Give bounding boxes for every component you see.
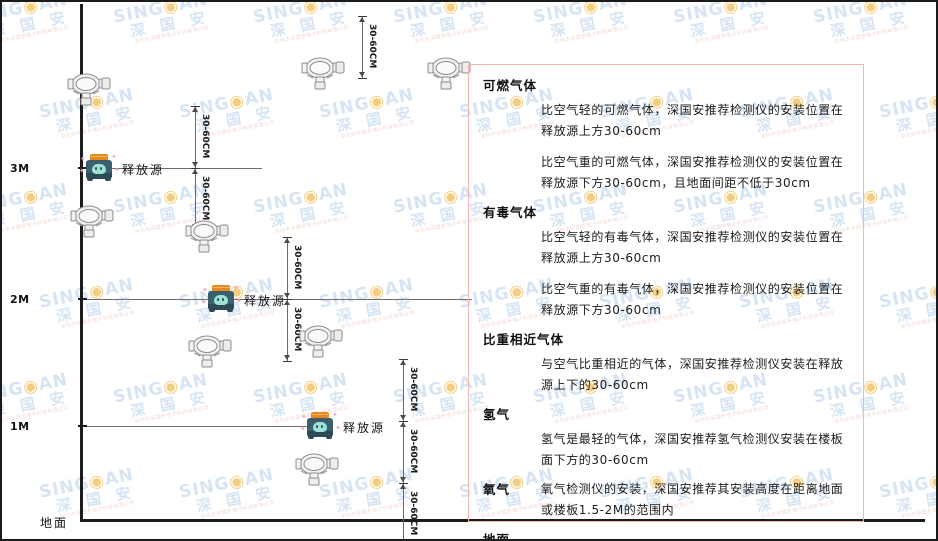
release-source-label: 释放源 bbox=[244, 294, 287, 308]
release-source-label: 释放源 bbox=[343, 421, 386, 435]
dimension-rule bbox=[403, 359, 404, 539]
gas-detector-icon bbox=[300, 54, 346, 92]
dimension-arrow bbox=[399, 484, 406, 489]
dimension-cap bbox=[399, 483, 408, 484]
dimension-arrow bbox=[283, 300, 290, 305]
guidance-panel: 可燃气体 比空气轻的可燃气体，深国安推荐检测仪的安装位置在释放源上方30-60cm… bbox=[468, 64, 864, 539]
release-source-label: 释放源 bbox=[122, 163, 165, 177]
section-heading: 地面 bbox=[483, 532, 511, 541]
dimension-label: 30-60CM bbox=[200, 114, 210, 159]
level-line-1m bbox=[80, 426, 332, 427]
dimension-label: 30-60CM bbox=[408, 429, 418, 474]
gas-detector-icon bbox=[184, 217, 230, 255]
dimension-stack: 30-60CM 30-60CM bbox=[191, 106, 210, 231]
gas-release-source-icon: ✦ ✦ ✦ ✦ bbox=[79, 154, 120, 182]
level-tick bbox=[78, 425, 87, 427]
gas-release-source-icon: ✦ ✦ ✦ ✦ bbox=[300, 412, 341, 440]
section-paragraph: 与空气比重相近的气体，深国安推荐检测仪安装在释放源上下的30-60cm bbox=[541, 357, 844, 392]
section-paragraph: 比空气轻的有毒气体，深国安推荐检测仪的安装位置在释放源上方30-60cm bbox=[541, 230, 844, 265]
guidance-section-2: 比重相近气体与空气比重相近的气体，深国安推荐检测仪安装在释放源上下的30-60c… bbox=[483, 329, 853, 396]
level-line-3m bbox=[80, 168, 262, 169]
dimension-label: 30-60CM bbox=[292, 307, 302, 352]
dimension-arrow bbox=[283, 293, 290, 298]
gas-detector-icon bbox=[69, 202, 115, 240]
dimension-arrow bbox=[358, 17, 365, 22]
guidance-section-1: 有毒气体 比空气轻的有毒气体，深国安推荐检测仪的安装位置在释放源上方30-60cm… bbox=[483, 202, 853, 321]
level-label-3m: 3M bbox=[10, 162, 30, 175]
dimension-label: 30-60CM bbox=[408, 367, 418, 412]
section-heading: 有毒气体 bbox=[483, 205, 538, 220]
guidance-section-5: 地面检测仪地面间距，深国安推荐在30-60cm，且不得小于30cm，因为过低容易… bbox=[483, 529, 853, 541]
dimension-arrow bbox=[399, 477, 406, 482]
dimension-label: 30-60CM bbox=[367, 24, 377, 69]
dimension-cap bbox=[399, 359, 408, 360]
gas-detector-icon bbox=[426, 54, 472, 92]
section-heading: 比重相近气体 bbox=[483, 332, 565, 347]
guidance-section-4: 氧气 氧气检测仪的安装，深国安推荐其安装高度在距离地面或楼板1.5-2M的范围内 bbox=[483, 479, 853, 521]
dimension-arrow bbox=[358, 72, 365, 77]
dimension-stack: 30-60CM 30-60CM 30-60CM bbox=[399, 359, 418, 539]
section-heading: 氢气 bbox=[483, 407, 511, 422]
dimension-cap bbox=[358, 16, 367, 17]
ground-axis-line bbox=[80, 519, 925, 522]
vertical-axis bbox=[80, 4, 83, 520]
gas-release-source-icon: ✦ ✦ ✦ ✦ bbox=[201, 285, 242, 313]
dimension-arrow bbox=[399, 422, 406, 427]
dimension-cap bbox=[283, 361, 292, 362]
ground-label: 地面 bbox=[40, 516, 69, 530]
section-body: 与空气比重相近的气体，深国安推荐检测仪安装在释放源上下的30-60cm bbox=[541, 354, 853, 396]
dimension-stack: 30-60CM bbox=[358, 16, 377, 79]
dimension-cap bbox=[283, 299, 292, 300]
section-body: 氢气是最轻的气体，深国安推荐氢气检测仪安装在楼板面下方的30-60cm bbox=[541, 429, 853, 471]
dimension-label: 30-60CM bbox=[200, 176, 210, 221]
section-heading: 可燃气体 bbox=[483, 78, 538, 93]
section-paragraph: 氧气检测仪的安装，深国安推荐其安装高度在距离地面或楼板1.5-2M的范围内 bbox=[541, 482, 844, 517]
gas-detector-icon bbox=[187, 332, 233, 370]
dimension-rule bbox=[362, 16, 363, 78]
gas-detector-icon bbox=[298, 322, 344, 360]
dimension-arrow bbox=[399, 360, 406, 365]
dimension-label: 30-60CM bbox=[292, 245, 302, 290]
level-tick bbox=[78, 298, 87, 300]
dimension-cap bbox=[191, 168, 200, 169]
level-tick bbox=[78, 167, 87, 169]
dimension-arrow bbox=[191, 169, 198, 174]
dimension-arrow bbox=[191, 107, 198, 112]
dimension-arrow bbox=[283, 238, 290, 243]
section-paragraph: 氢气是最轻的气体，深国安推荐氢气检测仪安装在楼板面下方的30-60cm bbox=[541, 432, 844, 467]
section-body: 氧气检测仪的安装，深国安推荐其安装高度在距离地面或楼板1.5-2M的范围内 bbox=[541, 479, 853, 521]
section-paragraph: 比空气重的可燃气体，深国安推荐检测仪的安装位置在释放源下方30-60cm，且地面… bbox=[541, 155, 844, 190]
section-body: 比空气轻的有毒气体，深国安推荐检测仪的安装位置在释放源上方30-60cm 比空气重… bbox=[541, 227, 853, 321]
dimension-arrow bbox=[399, 415, 406, 420]
level-label-1m: 1M bbox=[10, 420, 30, 433]
dimension-cap bbox=[399, 421, 408, 422]
dimension-cap bbox=[283, 237, 292, 238]
dimension-label: 30-60CM bbox=[408, 491, 418, 536]
section-paragraph: 比空气重的有毒气体，深国安推荐检测仪的安装位置在释放源下方30-60cm bbox=[541, 282, 844, 317]
dimension-stack: 30-60CM 30-60CM bbox=[283, 237, 302, 362]
section-paragraph: 比空气轻的可燃气体，深国安推荐检测仪的安装位置在释放源上方30-60cm bbox=[541, 103, 844, 138]
level-line-2m bbox=[80, 299, 472, 300]
guidance-section-0: 可燃气体 比空气轻的可燃气体，深国安推荐检测仪的安装位置在释放源上方30-60cm… bbox=[483, 75, 853, 194]
section-heading: 氧气 bbox=[483, 482, 511, 497]
level-label-2m: 2M bbox=[10, 293, 30, 306]
guidance-section-3: 氢气氢气是最轻的气体，深国安推荐氢气检测仪安装在楼板面下方的30-60cm bbox=[483, 404, 853, 471]
dimension-cap bbox=[358, 78, 367, 79]
gas-detector-icon bbox=[66, 70, 112, 108]
gas-detector-icon bbox=[294, 450, 340, 488]
dimension-arrow bbox=[191, 162, 198, 167]
dimension-arrow bbox=[283, 355, 290, 360]
section-body: 比空气轻的可燃气体，深国安推荐检测仪的安装位置在释放源上方30-60cm 比空气重… bbox=[541, 100, 853, 194]
dimension-cap bbox=[191, 106, 200, 107]
